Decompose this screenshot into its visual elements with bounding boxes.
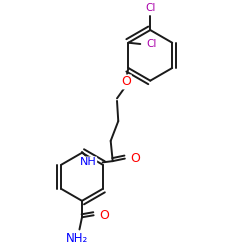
Text: O: O — [130, 152, 140, 165]
Text: NH₂: NH₂ — [66, 232, 88, 245]
Text: O: O — [99, 209, 109, 222]
Text: Cl: Cl — [146, 39, 156, 49]
Text: Cl: Cl — [145, 3, 156, 13]
Text: NH: NH — [80, 158, 96, 168]
Text: O: O — [121, 76, 131, 88]
